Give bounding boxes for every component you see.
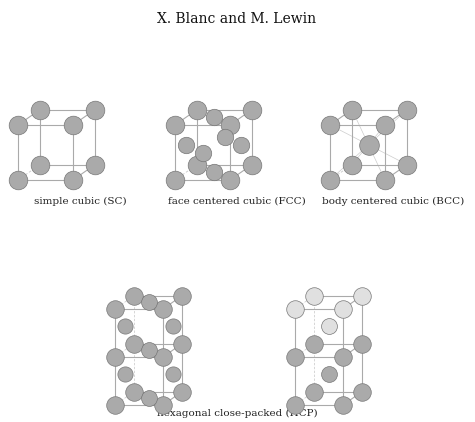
Point <box>121 323 128 330</box>
Point <box>325 323 332 330</box>
Point <box>209 169 217 176</box>
Point <box>339 402 347 408</box>
Point <box>159 354 167 360</box>
Point <box>326 122 334 128</box>
Point <box>36 161 44 168</box>
Point <box>14 122 22 128</box>
Point <box>291 402 299 408</box>
Point <box>131 340 138 347</box>
Point <box>193 161 201 168</box>
Point <box>310 340 318 347</box>
Point <box>248 161 256 168</box>
Point <box>91 106 99 113</box>
Point <box>14 177 22 184</box>
Point <box>111 402 119 408</box>
Point <box>209 114 217 121</box>
Point <box>171 177 179 184</box>
Point <box>339 306 347 312</box>
Point <box>359 340 366 347</box>
Text: hexagonal close-packed (HCP): hexagonal close-packed (HCP) <box>157 409 317 418</box>
Point <box>226 177 234 184</box>
Point <box>226 122 234 128</box>
Point <box>381 177 389 184</box>
Point <box>365 141 372 148</box>
Point <box>359 292 366 299</box>
Point <box>193 106 201 113</box>
Point <box>69 122 77 128</box>
Point <box>131 292 138 299</box>
Point <box>348 106 356 113</box>
Point <box>325 371 332 378</box>
Text: face centered cubic (FCC): face centered cubic (FCC) <box>168 197 306 206</box>
Point <box>359 388 366 395</box>
Point <box>326 177 334 184</box>
Point <box>159 306 167 312</box>
Point <box>221 134 228 141</box>
Point <box>121 371 128 378</box>
Point <box>348 161 356 168</box>
Point <box>111 306 119 312</box>
Point <box>91 161 99 168</box>
Point <box>159 402 167 408</box>
Point <box>339 354 347 360</box>
Point <box>381 122 389 128</box>
Point <box>171 122 179 128</box>
Point <box>237 141 245 148</box>
Point <box>131 388 138 395</box>
Point <box>145 395 152 402</box>
Point <box>179 292 186 299</box>
Point <box>182 141 190 148</box>
Point <box>36 106 44 113</box>
Point <box>145 299 152 306</box>
Text: simple cubic (SC): simple cubic (SC) <box>34 197 126 206</box>
Point <box>310 292 318 299</box>
Point <box>169 323 176 330</box>
Point <box>199 149 206 156</box>
Point <box>403 161 411 168</box>
Point <box>291 306 299 312</box>
Point <box>291 354 299 360</box>
Point <box>179 388 186 395</box>
Text: X. Blanc and M. Lewin: X. Blanc and M. Lewin <box>157 12 316 26</box>
Point <box>179 340 186 347</box>
Text: body centered cubic (BCC): body centered cubic (BCC) <box>322 197 464 206</box>
Point <box>111 354 119 360</box>
Point <box>145 347 152 354</box>
Point <box>403 106 411 113</box>
Point <box>248 106 256 113</box>
Point <box>169 371 176 378</box>
Point <box>310 388 318 395</box>
Point <box>69 177 77 184</box>
